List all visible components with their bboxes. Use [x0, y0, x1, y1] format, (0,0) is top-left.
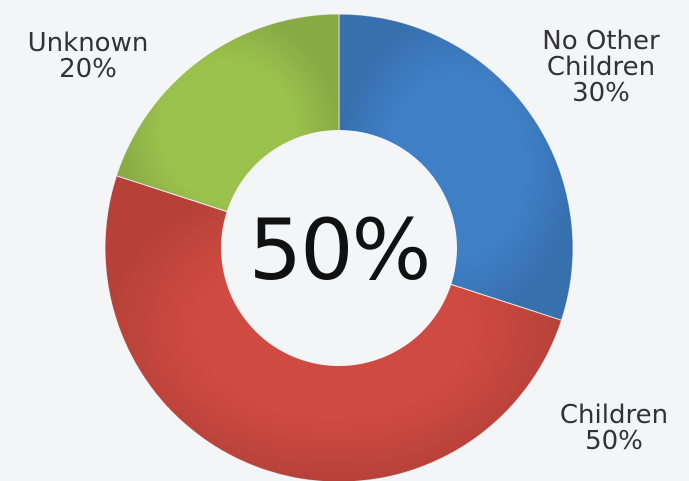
slice-value-label: 50%	[585, 426, 643, 456]
slice-name-line: Children	[559, 400, 669, 430]
slice-value-label: 30%	[572, 78, 630, 108]
slice-name-line: Unknown	[27, 28, 149, 58]
center-value: 50%	[248, 201, 432, 299]
slice-label-unknown: Unknown 20%	[8, 30, 168, 82]
slice-name-line: No Other	[542, 26, 660, 56]
donut-hole	[221, 130, 457, 366]
slice-value-label: 20%	[59, 54, 117, 84]
slice-name-line: Children	[546, 52, 656, 82]
slice-label-children: Children 50%	[540, 402, 688, 454]
slice-label-no-other-children: No Other Children 30%	[516, 28, 686, 106]
